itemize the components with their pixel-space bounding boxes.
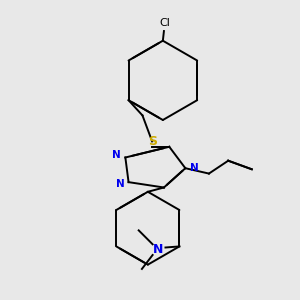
Text: S: S	[148, 135, 157, 148]
Text: N: N	[153, 243, 163, 256]
Text: N: N	[112, 150, 121, 161]
Text: N: N	[190, 163, 198, 173]
Text: N: N	[116, 179, 124, 189]
Text: Cl: Cl	[160, 18, 170, 28]
